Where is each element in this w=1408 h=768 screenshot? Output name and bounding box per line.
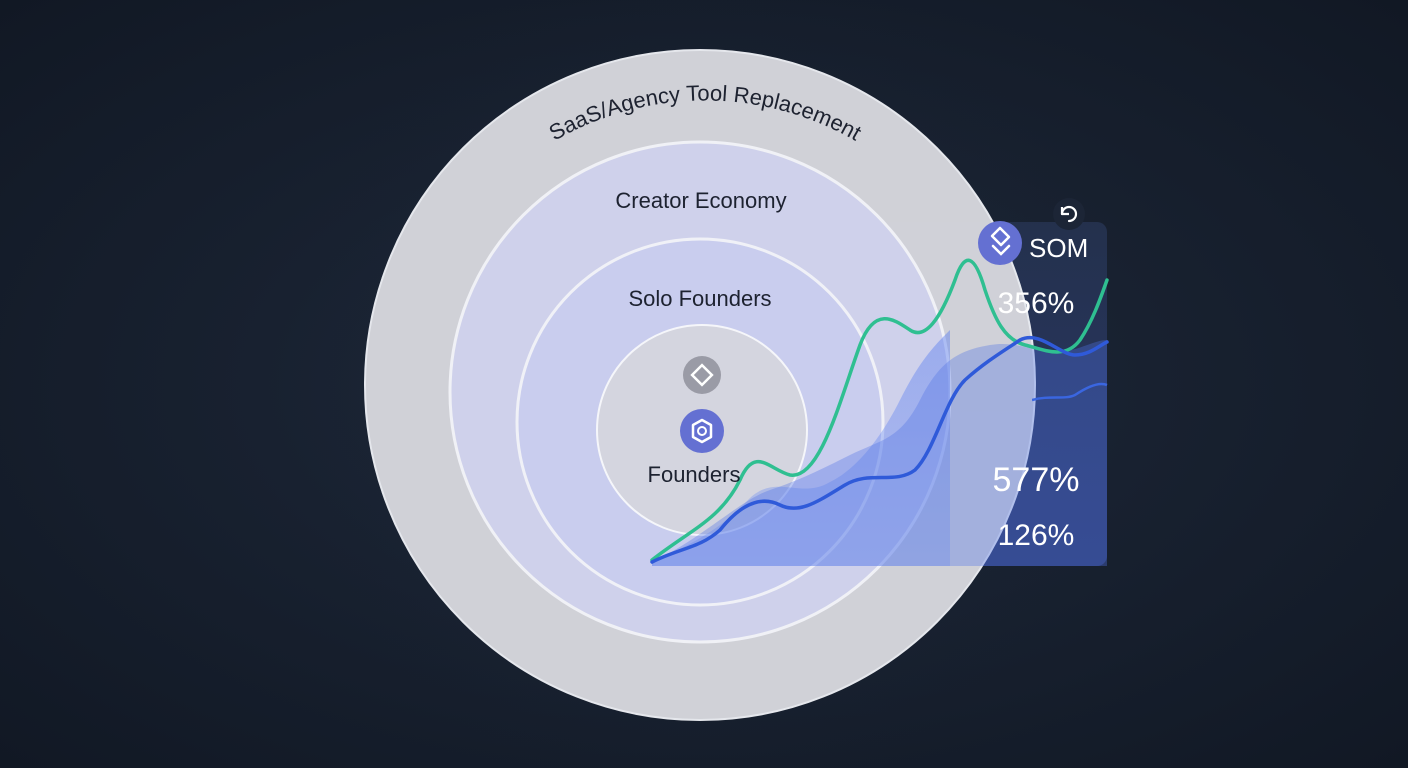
gear-icon	[680, 409, 724, 453]
stat-356: 356%	[998, 287, 1075, 320]
tag-icon	[978, 221, 1022, 265]
som-title: SOM	[1029, 233, 1088, 263]
stat-577: 577%	[993, 461, 1080, 499]
diamond-icon	[683, 356, 721, 394]
founders-label: Founders	[648, 462, 741, 487]
stat-126: 126%	[998, 519, 1075, 552]
creator-economy-label: Creator Economy	[615, 188, 786, 213]
growth-area	[652, 330, 950, 566]
solo-founders-label: Solo Founders	[628, 286, 771, 311]
growth-area-back	[652, 340, 1107, 566]
refresh-icon	[1053, 198, 1085, 230]
blue-trend-line	[650, 336, 1109, 564]
teal-trend-line	[650, 258, 1109, 562]
secondary-trend-line	[1032, 382, 1108, 402]
